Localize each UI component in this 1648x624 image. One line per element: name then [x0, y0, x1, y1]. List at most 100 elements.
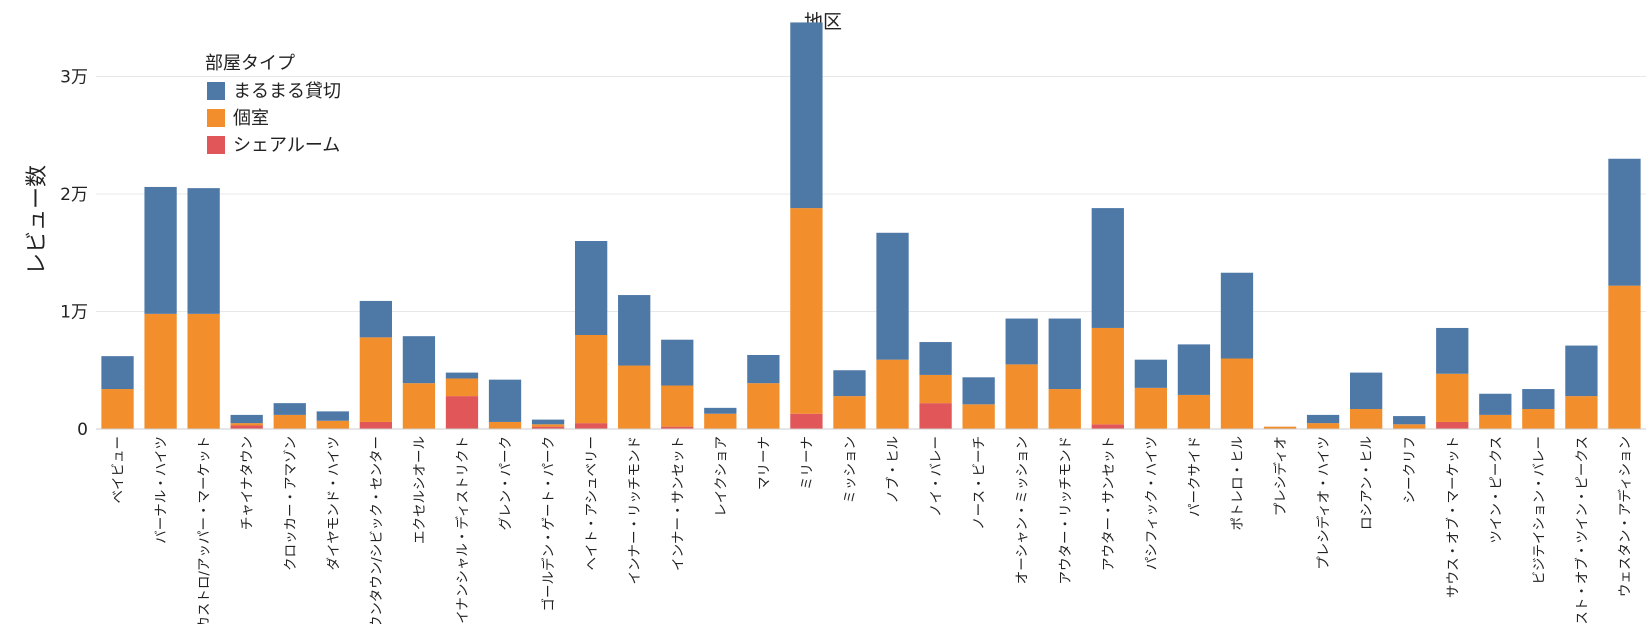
- bar-segment: [1522, 409, 1555, 429]
- bar-segment: [1177, 394, 1211, 429]
- bar-segment: [876, 359, 909, 429]
- bar-segment: [919, 403, 952, 429]
- bar-segment: [488, 379, 522, 422]
- bars: [101, 22, 1641, 429]
- bar-segment: [1436, 373, 1469, 422]
- bar-segment: [101, 356, 134, 390]
- legend-swatch: [207, 109, 225, 127]
- bar-segment: [876, 232, 909, 360]
- bar-segment: [1522, 389, 1555, 410]
- bar-segment: [359, 300, 393, 338]
- x-tick-label: ミッション: [842, 436, 858, 504]
- x-tick-label: アウター・サンセット: [1101, 436, 1117, 571]
- bar-segment: [661, 339, 694, 386]
- bar-segment: [531, 419, 565, 425]
- bar-segment: [488, 421, 522, 429]
- legend-swatch: [207, 136, 225, 154]
- legend-label: まるまる貸切: [233, 81, 341, 102]
- x-tick-label: ヘイト・アシュベリー: [584, 436, 600, 570]
- bar-segment: [316, 420, 349, 429]
- x-tick-label: プレシディオ・ハイツ: [1315, 436, 1332, 570]
- x-tick-label: ウェスタン・アディション: [1616, 436, 1633, 597]
- bar-segment: [661, 385, 694, 427]
- bar-segment: [359, 421, 393, 429]
- bar-segment: [1005, 318, 1038, 365]
- y-axis-ticks: 0 1万 2万 3万: [60, 68, 88, 441]
- x-tick-label: レイクショア: [713, 436, 729, 517]
- y-tick-label: 1万: [60, 303, 88, 323]
- x-tick-label: エクセルシオール: [412, 436, 428, 544]
- x-tick-label: パークサイド: [1187, 436, 1203, 517]
- x-tick-label: シークリフ: [1402, 436, 1418, 504]
- bar-segment: [1263, 426, 1297, 429]
- bar-segment: [962, 404, 995, 429]
- bar-segment: [445, 378, 479, 397]
- bar-segment: [704, 413, 737, 429]
- bar-segment: [1436, 327, 1469, 374]
- x-tick-label: ポトレロ・ヒル: [1230, 436, 1246, 531]
- x-tick-label: ファイナンシャル・ディストリクト: [454, 436, 471, 624]
- bar-segment: [359, 337, 393, 422]
- x-tick-label: ゴールデン・ゲート・パーク: [540, 436, 557, 612]
- bar-segment: [1608, 285, 1641, 429]
- legend-title: 部屋タイプ: [205, 53, 295, 74]
- bar-segment: [316, 411, 349, 421]
- x-tick-label: クロッカー・アマゾン: [283, 436, 299, 571]
- x-tick-label: ビジテイション・バレー: [1531, 436, 1547, 585]
- x-tick-label: オーシャン・ミッション: [1015, 436, 1031, 584]
- x-tick-label: サウス・オブ・マーケット: [1444, 436, 1461, 598]
- bar-segment: [230, 423, 263, 426]
- gridlines: [96, 76, 1646, 312]
- bar-segment: [833, 396, 866, 429]
- x-tick-label: バーナル・ハイツ: [154, 436, 170, 544]
- x-tick-label: アウター・リッチモンド: [1058, 436, 1074, 585]
- bar-segment: [1306, 423, 1340, 429]
- bar-segment: [187, 313, 220, 429]
- bar-segment: [1048, 389, 1081, 429]
- bar-segment: [1565, 396, 1598, 429]
- x-tick-label: チャイナタウン: [240, 436, 256, 530]
- bar-segment: [230, 425, 263, 429]
- bar-segment: [962, 377, 995, 405]
- x-tick-label: プレシディオ: [1272, 436, 1289, 516]
- bar-segment: [187, 188, 220, 314]
- bar-segment: [144, 313, 177, 429]
- bar-segment: [445, 372, 479, 379]
- bar-segment: [919, 374, 952, 404]
- bar-segment: [230, 414, 263, 424]
- bar-segment: [747, 354, 780, 384]
- bar-segment: [790, 208, 823, 414]
- bar-segment: [1220, 358, 1254, 429]
- bar-segment: [1393, 424, 1426, 429]
- bar-segment: [531, 426, 565, 429]
- bar-segment: [618, 295, 651, 366]
- x-tick-label: インナー・サンセット: [670, 436, 686, 571]
- bar-segment: [1134, 359, 1168, 388]
- bar-segment: [574, 335, 608, 424]
- bar-segment: [574, 423, 608, 429]
- x-tick-label: ノース・ビーチ: [972, 436, 988, 530]
- y-tick-label: 3万: [60, 68, 88, 88]
- bar-segment: [1005, 364, 1038, 429]
- bar-segment: [618, 365, 651, 429]
- bar-segment: [273, 403, 306, 415]
- bar-segment: [1349, 409, 1383, 429]
- bar-segment: [1048, 318, 1081, 390]
- bar-segment: [1479, 393, 1512, 415]
- x-tick-label: ダイヤモンド・ハイツ: [326, 436, 342, 570]
- x-tick-label: グレン・パーク: [498, 436, 514, 531]
- legend-label: 個室: [233, 108, 269, 129]
- bar-segment: [101, 389, 134, 429]
- bar-segment: [144, 186, 177, 314]
- bar-segment: [1436, 421, 1469, 429]
- bar-segment: [919, 342, 952, 375]
- bar-segment: [1349, 372, 1383, 410]
- bar-segment: [1091, 327, 1124, 425]
- bar-segment: [833, 370, 866, 397]
- bar-segment: [402, 336, 436, 384]
- bar-segment: [1134, 387, 1168, 429]
- x-tick-label: ツイン・ピークス: [1488, 436, 1504, 544]
- bar-segment: [1479, 414, 1512, 429]
